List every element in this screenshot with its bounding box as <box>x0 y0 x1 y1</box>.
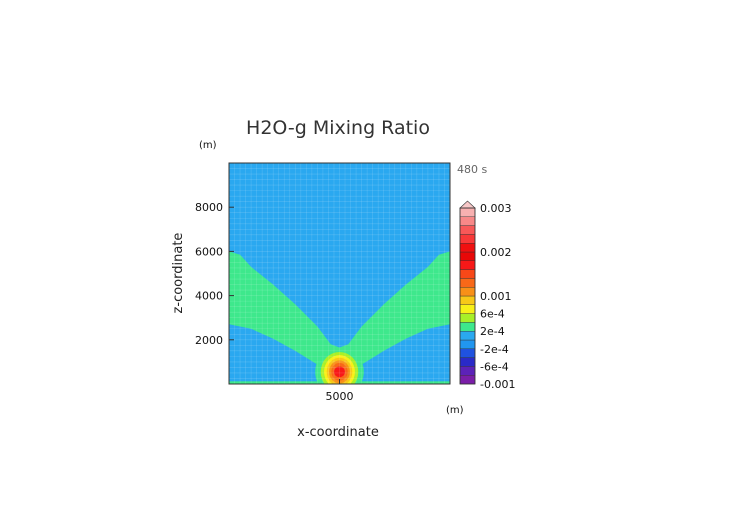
y-tick-label: 6000 <box>195 245 223 258</box>
colorbar-label: 2e-4 <box>480 325 505 338</box>
colorbar-swatch <box>459 366 476 376</box>
colorbar-swatch <box>459 295 476 306</box>
colorbar-label: 0.003 <box>480 202 512 215</box>
colorbar-extend-arrow <box>459 200 476 209</box>
plot-area <box>229 163 450 384</box>
colorbar-swatch <box>459 339 476 350</box>
colorbar-swatch <box>459 357 476 367</box>
x-axis-ticks: 5000 <box>326 379 354 403</box>
y-unit-label: (m) <box>199 140 217 151</box>
colorbar-label: 0.002 <box>480 246 512 259</box>
colorbar-label: 0.001 <box>480 290 512 303</box>
colorbar-swatch <box>459 331 476 341</box>
colorbar-label: -2e-4 <box>480 343 509 356</box>
colorbar-labels: 0.003 0.002 0.001 6e-4 2e-4 -2e-4 -6e-4 -0.001 <box>480 202 515 391</box>
y-axis-title: z-coordinate <box>171 233 186 314</box>
x-tick-label: 5000 <box>326 390 354 403</box>
colorbar-label: 6e-4 <box>480 308 505 321</box>
colorbar-swatch <box>459 304 476 314</box>
colorbar-swatch <box>459 260 476 270</box>
colorbar-swatch <box>459 313 476 323</box>
colorbar-swatch <box>459 269 476 279</box>
colorbar-swatch <box>459 251 476 262</box>
colorbar-swatch <box>459 278 476 288</box>
colorbar-swatch <box>459 207 476 218</box>
plume-region <box>229 251 450 369</box>
core-contour-6 <box>333 366 346 378</box>
colorbar-frame <box>459 207 476 385</box>
y-tick-label: 4000 <box>195 290 223 303</box>
colorbar-swatch <box>459 216 476 226</box>
colorbar-label: -0.001 <box>480 378 515 391</box>
colorbar <box>459 200 476 385</box>
x-unit-label: (m) <box>446 405 464 416</box>
colorbar-swatch <box>459 348 476 358</box>
colorbar-swatch <box>459 322 476 332</box>
colorbar-swatch <box>459 234 476 244</box>
y-tick-label: 8000 <box>195 201 223 214</box>
field-background <box>229 163 450 384</box>
y-axis-ticks: 2000 4000 6000 8000 <box>195 201 234 347</box>
colorbar-swatch <box>459 225 476 235</box>
colorbar-label: -6e-4 <box>480 360 509 373</box>
time-label: 480 s <box>457 163 487 176</box>
x-axis-title: x-coordinate <box>297 425 379 440</box>
colorbar-swatch <box>459 375 476 385</box>
colorbar-swatch <box>459 242 476 253</box>
chart-title: H2O-g Mixing Ratio <box>246 117 430 139</box>
y-tick-label: 2000 <box>195 334 223 347</box>
colorbar-swatch <box>459 287 476 297</box>
